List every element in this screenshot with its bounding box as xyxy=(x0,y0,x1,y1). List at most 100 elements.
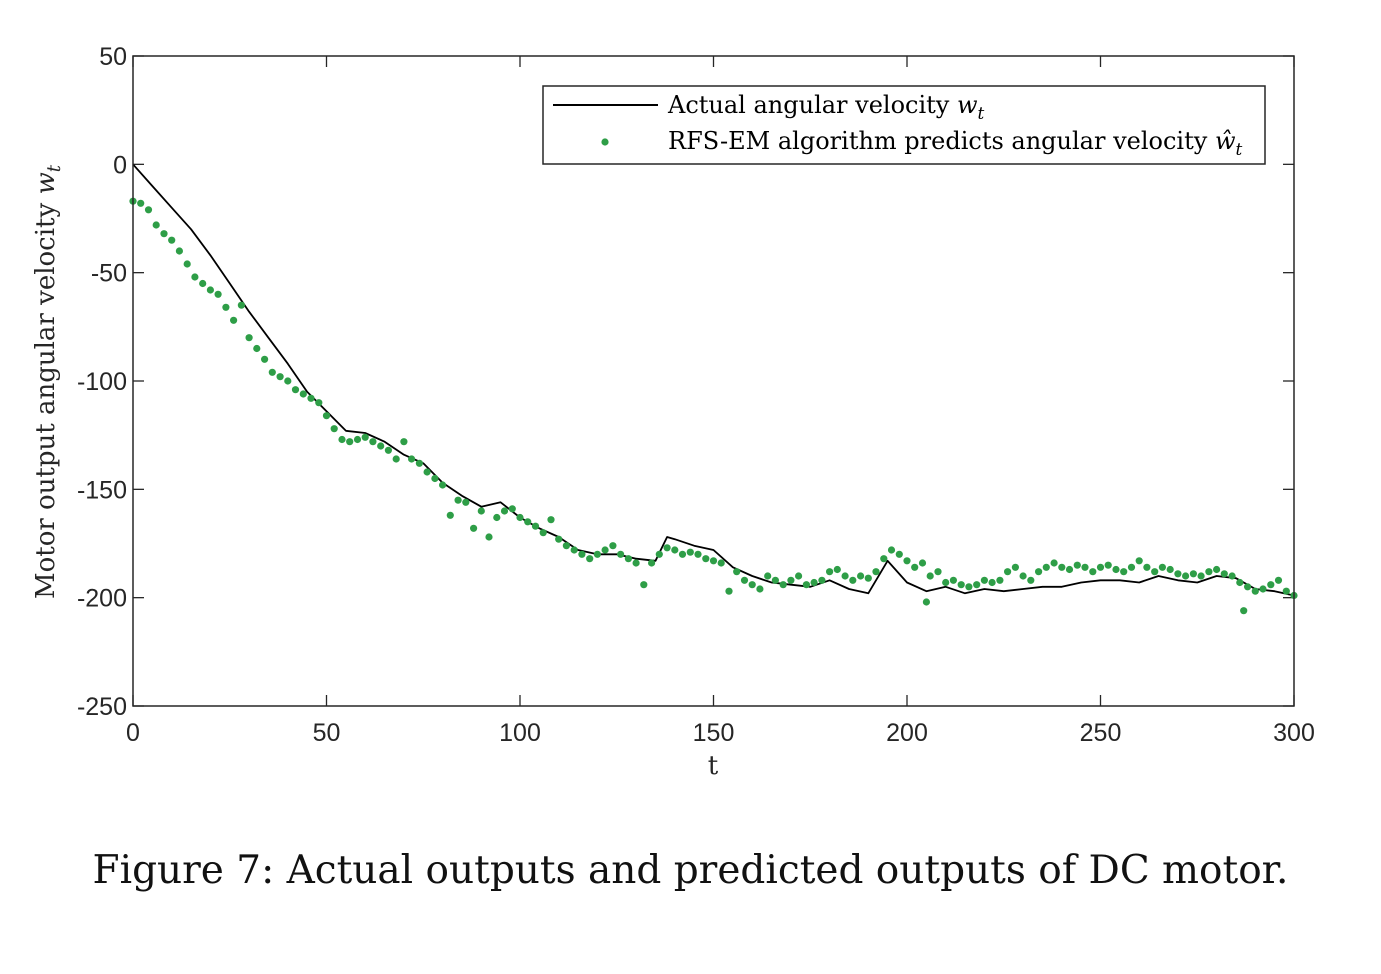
predicted-point xyxy=(137,199,145,207)
predicted-point xyxy=(562,542,571,550)
predicted-point xyxy=(470,524,478,532)
predicted-point xyxy=(709,557,718,565)
axes-frame xyxy=(132,55,1295,707)
predicted-point xyxy=(516,513,524,522)
predicted-point xyxy=(1228,572,1236,580)
predicted-point xyxy=(539,529,547,537)
predicted-point xyxy=(330,425,338,433)
predicted-point xyxy=(1189,570,1197,578)
predicted-point xyxy=(857,572,865,580)
predicted-point xyxy=(183,260,191,268)
predicted-point xyxy=(508,505,516,513)
x-tick-label: 200 xyxy=(886,719,928,747)
figure-caption: Figure 7: Actual outputs and predicted o… xyxy=(92,848,1289,893)
predicted-point xyxy=(926,572,934,580)
predicted-point xyxy=(408,455,416,463)
predicted-point xyxy=(1127,563,1136,571)
legend-label-predicted: RFS-EM algorithm predicts angular veloci… xyxy=(668,127,1242,159)
predicted-point xyxy=(949,576,958,584)
predicted-point xyxy=(1220,570,1228,578)
predicted-point xyxy=(678,550,687,558)
predicted-point xyxy=(261,355,269,363)
predicted-point xyxy=(1019,572,1027,580)
predicted-point xyxy=(1004,568,1012,576)
predicted-point xyxy=(1205,568,1213,576)
predicted-point xyxy=(1174,570,1182,578)
predicted-point xyxy=(392,455,400,463)
predicted-point xyxy=(787,576,795,584)
predicted-point xyxy=(725,587,733,595)
predicted-point xyxy=(957,581,965,589)
predicted-point xyxy=(500,507,509,515)
predicted-point xyxy=(980,576,989,584)
predicted-point xyxy=(1042,563,1050,571)
predicted-point xyxy=(872,568,880,576)
predicted-point xyxy=(431,474,439,483)
predicted-point xyxy=(462,498,470,506)
predicted-point xyxy=(1081,563,1089,571)
predicted-point xyxy=(748,581,756,589)
predicted-point xyxy=(648,559,656,567)
predicted-point xyxy=(624,555,633,563)
predicted-point xyxy=(1158,563,1166,571)
predicted-point xyxy=(810,578,818,587)
y-tick-label: -50 xyxy=(91,260,127,288)
y-tick-label: -250 xyxy=(77,693,127,721)
predicted-point xyxy=(864,574,872,582)
predicted-point xyxy=(369,438,377,446)
predicted-point xyxy=(733,568,741,576)
predicted-point xyxy=(1259,585,1267,593)
predicted-point xyxy=(918,559,927,567)
series-predicted-markers xyxy=(129,197,1298,615)
predicted-point xyxy=(849,576,857,584)
predicted-point xyxy=(686,548,694,556)
predicted-point xyxy=(601,546,609,554)
series-layer xyxy=(129,163,1298,615)
x-tick-label: 0 xyxy=(126,719,140,747)
predicted-point xyxy=(973,581,981,589)
predicted-point xyxy=(446,511,454,519)
predicted-point xyxy=(922,598,931,606)
predicted-point xyxy=(1240,607,1248,615)
y-axis-label: Motor output angular velocity wt xyxy=(31,164,65,599)
predicted-point xyxy=(826,568,834,576)
predicted-point xyxy=(996,576,1004,584)
predicted-point xyxy=(640,581,648,589)
predicted-point xyxy=(802,581,811,589)
predicted-point xyxy=(1050,559,1058,567)
predicted-point xyxy=(632,559,640,567)
y-tick-label: 0 xyxy=(113,151,127,179)
predicted-point xyxy=(1244,583,1252,591)
predicted-point xyxy=(322,412,331,420)
predicted-point xyxy=(1089,568,1097,576)
predicted-point xyxy=(771,576,780,584)
predicted-point xyxy=(423,468,431,476)
predicted-point xyxy=(531,522,540,530)
predicted-point xyxy=(903,557,911,565)
predicted-point xyxy=(586,555,594,563)
predicted-point xyxy=(694,550,702,558)
predicted-point xyxy=(1166,565,1174,574)
predicted-point xyxy=(1065,565,1074,574)
predicted-point xyxy=(384,446,392,454)
predicted-point xyxy=(593,550,602,558)
predicted-point xyxy=(361,433,369,441)
predicted-point xyxy=(934,568,942,576)
predicted-point xyxy=(168,236,176,244)
predicted-point xyxy=(284,377,292,385)
predicted-point xyxy=(191,273,199,281)
predicted-point xyxy=(1197,572,1205,580)
y-tick-label: 50 xyxy=(99,43,127,71)
predicted-point xyxy=(485,533,493,541)
predicted-point xyxy=(1251,587,1259,595)
x-tick-label: 100 xyxy=(499,719,541,747)
predicted-point xyxy=(454,496,462,504)
predicted-point xyxy=(617,550,625,558)
predicted-point xyxy=(671,546,679,554)
x-tick-label: 300 xyxy=(1273,719,1315,747)
legend-marker-swatch xyxy=(601,138,609,146)
predicted-point xyxy=(1058,563,1066,571)
predicted-point xyxy=(144,206,153,214)
predicted-point xyxy=(307,394,315,402)
axes-box xyxy=(132,55,1295,707)
